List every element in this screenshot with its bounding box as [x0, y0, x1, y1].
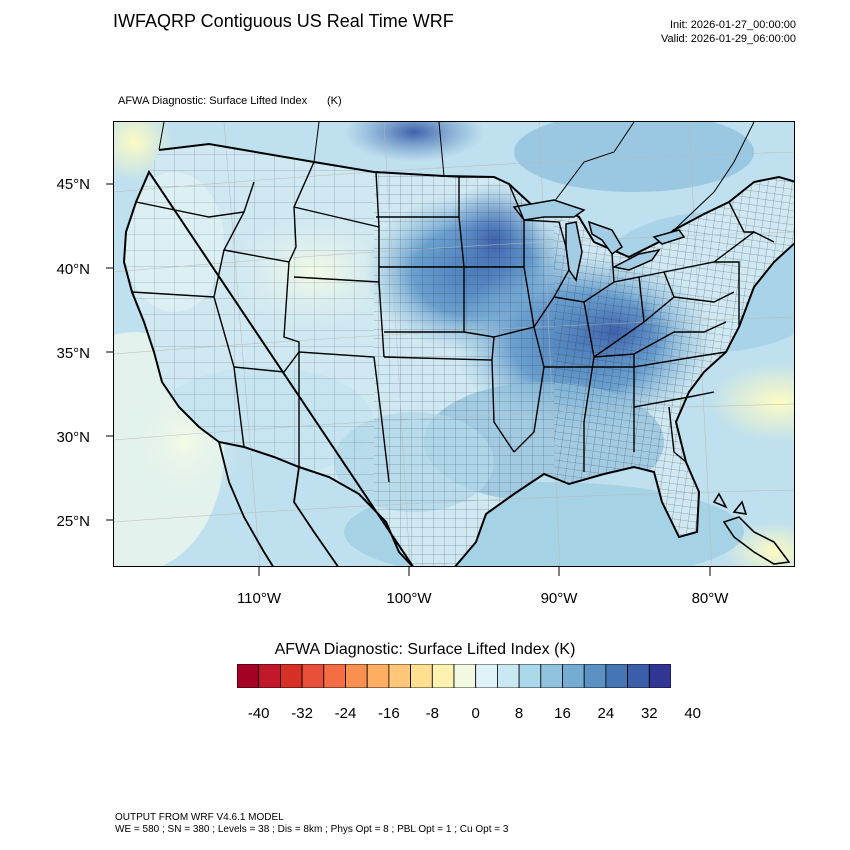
colorbar-swatch — [605, 663, 628, 689]
colorbar-label: -24 — [334, 705, 357, 722]
lon-label-110w: 110°W — [236, 590, 282, 607]
init-time: Init: 2026-01-27_00:00:00 — [670, 19, 796, 31]
great-lakes — [512, 199, 686, 282]
colorbar-swatch — [453, 663, 477, 689]
colorbar-swatch — [475, 663, 498, 689]
colorbar-label: 40 — [684, 705, 702, 722]
islands — [712, 492, 791, 565]
colorbar-swatch — [258, 663, 281, 689]
colorbar-swatch — [562, 663, 585, 689]
colorbar-swatch — [301, 663, 325, 689]
colorbar-label: -16 — [378, 705, 400, 722]
map-panel — [113, 121, 795, 567]
model-info-line2: WE = 580 ; SN = 380 ; Levels = 38 ; Dis … — [115, 824, 509, 835]
colorbar-label: 0 — [471, 705, 480, 722]
axis-ticks — [106, 183, 711, 576]
colorbar-swatch — [345, 663, 368, 689]
plot-units: (K) — [327, 95, 342, 107]
lat-label-45n: 45°N — [56, 176, 90, 193]
colorbar-label: -40 — [247, 705, 270, 722]
colorbar-swatches — [236, 663, 672, 689]
lat-label-25n: 25°N — [56, 513, 90, 530]
colorbar — [236, 663, 672, 689]
colorbar-swatch — [366, 663, 390, 689]
colorbar-swatch — [410, 663, 433, 689]
colorbar-swatch — [496, 663, 520, 689]
colorbar-label: 32 — [640, 705, 658, 722]
model-info-line1: OUTPUT FROM WRF V4.6.1 MODEL — [115, 812, 284, 823]
colorbar-swatch — [583, 663, 607, 689]
colorbar-swatch — [540, 663, 563, 689]
colorbar-swatch — [431, 663, 455, 689]
colorbar-label: -32 — [291, 705, 313, 722]
lat-label-30n: 30°N — [56, 429, 90, 446]
colorbar-swatch — [323, 663, 346, 689]
colorbar-label: 16 — [554, 705, 571, 722]
lat-label-40n: 40°N — [56, 261, 90, 278]
figure-title: IWFAQRP Contiguous US Real Time WRF — [113, 11, 454, 31]
lifted-index-map — [114, 122, 794, 566]
state-boundaries — [131, 161, 775, 483]
plot-subtitle: AFWA Diagnostic: Surface Lifted Index — [118, 95, 308, 107]
valid-time: Valid: 2026-01-29_06:00:00 — [661, 33, 796, 45]
colorbar-title: AFWA Diagnostic: Surface Lifted Index (K… — [274, 641, 576, 658]
colorbar-swatch — [648, 663, 672, 689]
lon-label-100w: 100°W — [386, 590, 432, 607]
colorbar-label: -8 — [425, 705, 439, 722]
lat-label-35n: 35°N — [56, 345, 90, 362]
colorbar-swatch — [388, 663, 411, 689]
lon-label-80w: 80°W — [691, 590, 729, 607]
colorbar-label: 8 — [514, 705, 524, 722]
colorbar-swatch — [627, 663, 650, 689]
colorbar-label: 24 — [597, 705, 615, 722]
colorbar-swatch — [518, 663, 542, 689]
lon-label-90w: 90°W — [540, 590, 578, 607]
colorbar-swatch — [236, 663, 260, 689]
colorbar-swatch — [280, 663, 303, 689]
